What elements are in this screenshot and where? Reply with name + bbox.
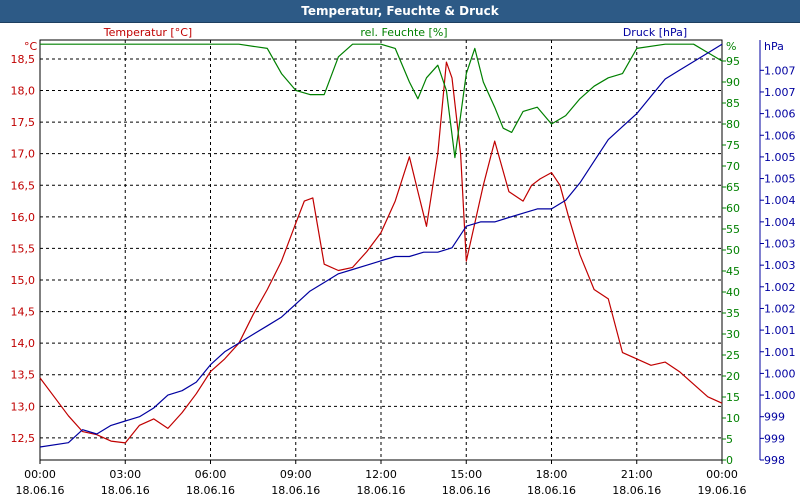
axis-headers: Temperatur [°C] rel. Feuchte [%] Druck [… <box>24 26 784 53</box>
press-tick-label: 1.000 <box>764 389 796 402</box>
temp-tick-label: 16,0 <box>11 211 36 224</box>
title-bar <box>0 0 800 23</box>
hum-tick-label: 5 <box>726 433 733 446</box>
hum-tick-label: 65 <box>726 181 740 194</box>
press-tick-label: 1.004 <box>764 194 796 207</box>
temp-tick-label: 16,5 <box>11 179 36 192</box>
temp-tick-label: 14,0 <box>11 337 36 350</box>
temperature-axis: 12,5 13,0 13,5 14,0 14,5 15,0 15,5 16,0 16,5 17,0… <box>11 53 36 445</box>
x-tick-date: 18.06.16 <box>186 484 235 497</box>
hum-tick-label: 0 <box>726 454 733 467</box>
chart-title: Temperatur, Feuchte & Druck <box>301 4 499 18</box>
hum-tick-label: 15 <box>726 391 740 404</box>
hum-tick-label: 80 <box>726 118 740 131</box>
pressure-line <box>39 43 723 448</box>
temp-tick-label: 13,0 <box>11 400 36 413</box>
hum-tick-label: 60 <box>726 202 740 215</box>
time-axis: 00:00 18.06.16 03:00 18.06.16 06:00 18.06.16 0… <box>16 460 747 497</box>
press-tick-label: 998 <box>764 454 785 467</box>
x-tick-time: 21:00 <box>621 468 653 481</box>
hum-tick-label: 85 <box>726 97 740 110</box>
x-tick-time: 12:00 <box>365 468 397 481</box>
temp-tick-label: 12,5 <box>11 432 36 445</box>
x-tick-time: 06:00 <box>195 468 227 481</box>
press-tick-label: 1.001 <box>764 346 796 359</box>
x-tick-time: 09:00 <box>280 468 312 481</box>
hum-tick-label: 70 <box>726 160 740 173</box>
hum-tick-label: 90 <box>726 76 740 89</box>
series-layer <box>39 43 723 448</box>
x-tick-date: 18.06.16 <box>16 484 65 497</box>
x-tick-time: 03:00 <box>109 468 141 481</box>
x-tick-date: 18.06.16 <box>271 484 320 497</box>
humidity-line <box>40 43 723 159</box>
press-tick-label: 1.002 <box>764 281 796 294</box>
hum-tick-label: 40 <box>726 286 740 299</box>
temp-tick-label: 17,0 <box>11 148 36 161</box>
hum-tick-label: 55 <box>726 223 740 236</box>
x-tick-date: 18.06.16 <box>357 484 406 497</box>
hum-tick-label: 30 <box>726 328 740 341</box>
temp-tick-label: 13,5 <box>11 369 36 382</box>
hum-tick-label: 25 <box>726 349 740 362</box>
humidity-unit: % <box>726 40 736 53</box>
hum-tick-label: 20 <box>726 370 740 383</box>
x-tick-time: 00:00 <box>24 468 56 481</box>
press-tick-label: 1.000 <box>764 367 796 380</box>
x-tick-time: 18:00 <box>536 468 568 481</box>
press-tick-label: 1.006 <box>764 129 796 142</box>
x-tick-date: 18.06.16 <box>527 484 576 497</box>
pressure-axis-label: Druck [hPa] <box>623 26 687 39</box>
x-tick-time: 00:00 <box>706 468 738 481</box>
press-tick-label: 1.002 <box>764 302 796 315</box>
press-tick-label: 1.005 <box>764 173 796 186</box>
grid-lines <box>40 40 722 460</box>
x-tick-date: 18.06.16 <box>101 484 150 497</box>
temperature-axis-label: Temperatur [°C] <box>103 26 192 39</box>
press-tick-label: 1.006 <box>764 108 796 121</box>
x-tick-date: 19.06.16 <box>698 484 747 497</box>
x-tick-date: 18.06.16 <box>442 484 491 497</box>
pressure-unit: hPa <box>764 40 784 53</box>
temp-tick-label: 14,5 <box>11 306 36 319</box>
press-tick-label: 1.003 <box>764 259 796 272</box>
humidity-axis-label: rel. Feuchte [%] <box>360 26 447 39</box>
temp-tick-label: 18,5 <box>11 53 36 66</box>
temp-tick-label: 17,5 <box>11 116 36 129</box>
press-tick-label: 999 <box>764 411 785 424</box>
press-tick-label: 1.007 <box>764 86 796 99</box>
press-tick-label: 999 <box>764 432 785 445</box>
x-tick-date: 18.06.16 <box>612 484 661 497</box>
temp-tick-label: 15,0 <box>11 274 36 287</box>
press-tick-label: 1.005 <box>764 151 796 164</box>
hum-tick-label: 10 <box>726 412 740 425</box>
x-tick-time: 15:00 <box>450 468 482 481</box>
hum-tick-label: 45 <box>726 265 740 278</box>
press-tick-label: 1.004 <box>764 216 796 229</box>
hum-tick-label: 95 <box>726 55 740 68</box>
temp-tick-label: 18,0 <box>11 85 36 98</box>
hum-tick-label: 75 <box>726 139 740 152</box>
pressure-axis: 998 999 999 1.000 1.000 1.001 1.001 1.002 1.002 1… <box>759 40 796 467</box>
press-tick-label: 1.001 <box>764 324 796 337</box>
hum-tick-label: 50 <box>726 244 740 257</box>
press-tick-label: 1.003 <box>764 238 796 251</box>
hum-tick-label: 35 <box>726 307 740 320</box>
temperature-line <box>39 61 723 444</box>
temp-tick-label: 15,5 <box>11 242 36 255</box>
press-tick-label: 1.007 <box>764 64 796 77</box>
temperature-unit: °C <box>24 40 38 53</box>
humidity-axis: 0 5 10 15 20 25 30 35 40 45 50 55 60 65 70 75 80 85 90 95 <box>722 55 740 467</box>
